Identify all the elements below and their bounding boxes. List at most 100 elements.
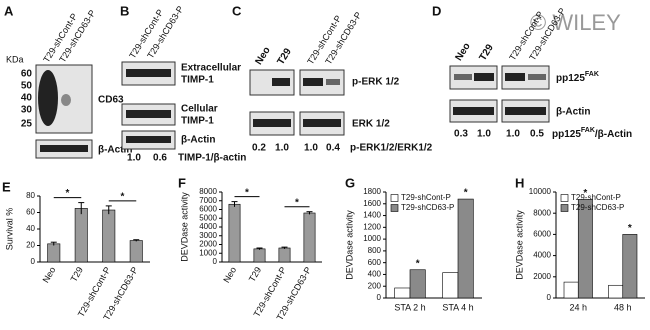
ratio: 0.2 [252, 143, 266, 154]
blot [501, 65, 550, 90]
y-axis-label: Survival % [4, 208, 14, 251]
legend-label: T29-shCD63-P [401, 203, 454, 212]
band [272, 78, 290, 86]
y-tick-label: 6000 [533, 230, 551, 239]
bar [278, 247, 291, 263]
y-tick-label: 600 [368, 258, 382, 267]
ratio: 1.0 [275, 143, 289, 154]
row-label: ERK 1/2 [352, 119, 390, 130]
y-tick-label: 800 [368, 246, 382, 255]
row-label: Cellular [181, 104, 218, 115]
band [253, 119, 291, 127]
band [38, 70, 58, 126]
legend-swatch [390, 204, 399, 212]
y-tick-label: 3000 [199, 231, 217, 240]
band [528, 74, 546, 80]
row-label: TIMP-1 [181, 75, 214, 86]
marker: 30 [21, 105, 33, 116]
y-tick-label: 2000 [533, 272, 551, 281]
band [303, 119, 341, 127]
bar [622, 234, 638, 299]
blot [449, 65, 498, 90]
significance: * [583, 188, 587, 199]
bar [129, 240, 143, 263]
row-label: β-Actin [98, 145, 132, 156]
lane-label: T29 [477, 42, 496, 63]
y-tick-label: 40 [26, 224, 35, 233]
band [61, 94, 71, 106]
y-tick-label: 0 [213, 257, 218, 266]
x-tick-label: Neo [221, 265, 238, 284]
marker: 50 [21, 81, 33, 92]
row-label: CD63 [98, 95, 124, 106]
bar [577, 199, 593, 299]
y-tick-label: 10000 [529, 187, 552, 196]
band [474, 73, 494, 81]
y-tick-label: 7000 [199, 196, 217, 205]
x-tick-label: T29 [69, 265, 85, 283]
x-tick-label: STA 4 h [442, 302, 473, 312]
ratio: 1.0 [304, 143, 318, 154]
x-tick-label: T29 [247, 265, 263, 283]
bar [102, 209, 116, 263]
legend-label: T29-shCont-P [401, 193, 451, 202]
y-tick-label: 6000 [199, 205, 217, 214]
y-tick-label: 1400 [363, 211, 381, 220]
significance: * [121, 192, 125, 203]
bar [253, 248, 266, 263]
significance: * [66, 188, 70, 199]
y-tick-label: 60 [26, 208, 35, 217]
y-tick-label: 2000 [199, 240, 217, 249]
panel-label: B [120, 3, 129, 18]
row-label: β-Actin [556, 107, 590, 118]
panel-label: H [515, 175, 524, 190]
row-label: TIMP-1 [181, 116, 214, 127]
ratio-label: TIMP-1/β-actin [178, 153, 246, 164]
y-tick-label: 80 [26, 191, 35, 200]
y-tick-label: 1000 [363, 234, 381, 243]
panel-label: E [2, 179, 11, 194]
ratio: 0.6 [153, 153, 167, 164]
row-label: β-Actin [181, 135, 215, 146]
y-tick-label: 400 [368, 270, 382, 279]
row-label: pp125FAK [556, 71, 599, 84]
marker: 40 [21, 93, 33, 104]
x-tick-label: Neo [41, 265, 58, 284]
bar [303, 212, 316, 263]
lane-label: T29 [275, 46, 294, 67]
lane-label: Neo [253, 45, 272, 67]
ratio: 1.0 [477, 129, 491, 140]
bar [394, 287, 411, 299]
ratio: 0.3 [454, 129, 468, 140]
x-tick-label: 48 h [614, 302, 632, 312]
x-tick-label: 24 h [569, 302, 587, 312]
watermark: © WILEY [530, 10, 621, 35]
y-tick-label: 4000 [533, 251, 551, 260]
y-tick-label: 0 [31, 257, 36, 266]
ratio: 0.5 [530, 129, 544, 140]
ratio-label: p-ERK1/2/ERK1/2 [350, 143, 433, 154]
bar [74, 208, 88, 263]
y-tick-label: 8000 [199, 187, 217, 196]
y-tick-label: 1600 [363, 199, 381, 208]
y-axis-label: DEVDase activity [344, 210, 354, 280]
panel-label: A [4, 3, 14, 18]
band [505, 107, 546, 115]
marker: 25 [21, 119, 33, 130]
bar [409, 269, 426, 299]
y-tick-label: 1200 [363, 222, 381, 231]
significance: * [464, 188, 468, 199]
y-tick-label: 0 [377, 293, 382, 302]
panel-label: D [432, 3, 441, 18]
bar [442, 272, 459, 299]
band [453, 107, 494, 115]
y-axis-label: DEVDase activity [514, 210, 524, 280]
ratio-label: pp125FAK/β-Actin [552, 127, 632, 140]
band [126, 136, 171, 143]
y-tick-label: 1800 [363, 187, 381, 196]
y-axis-label: DEVDase activity [179, 192, 189, 262]
significance: * [245, 187, 249, 198]
row-label: p-ERK 1/2 [352, 77, 400, 88]
significance: * [628, 223, 632, 234]
